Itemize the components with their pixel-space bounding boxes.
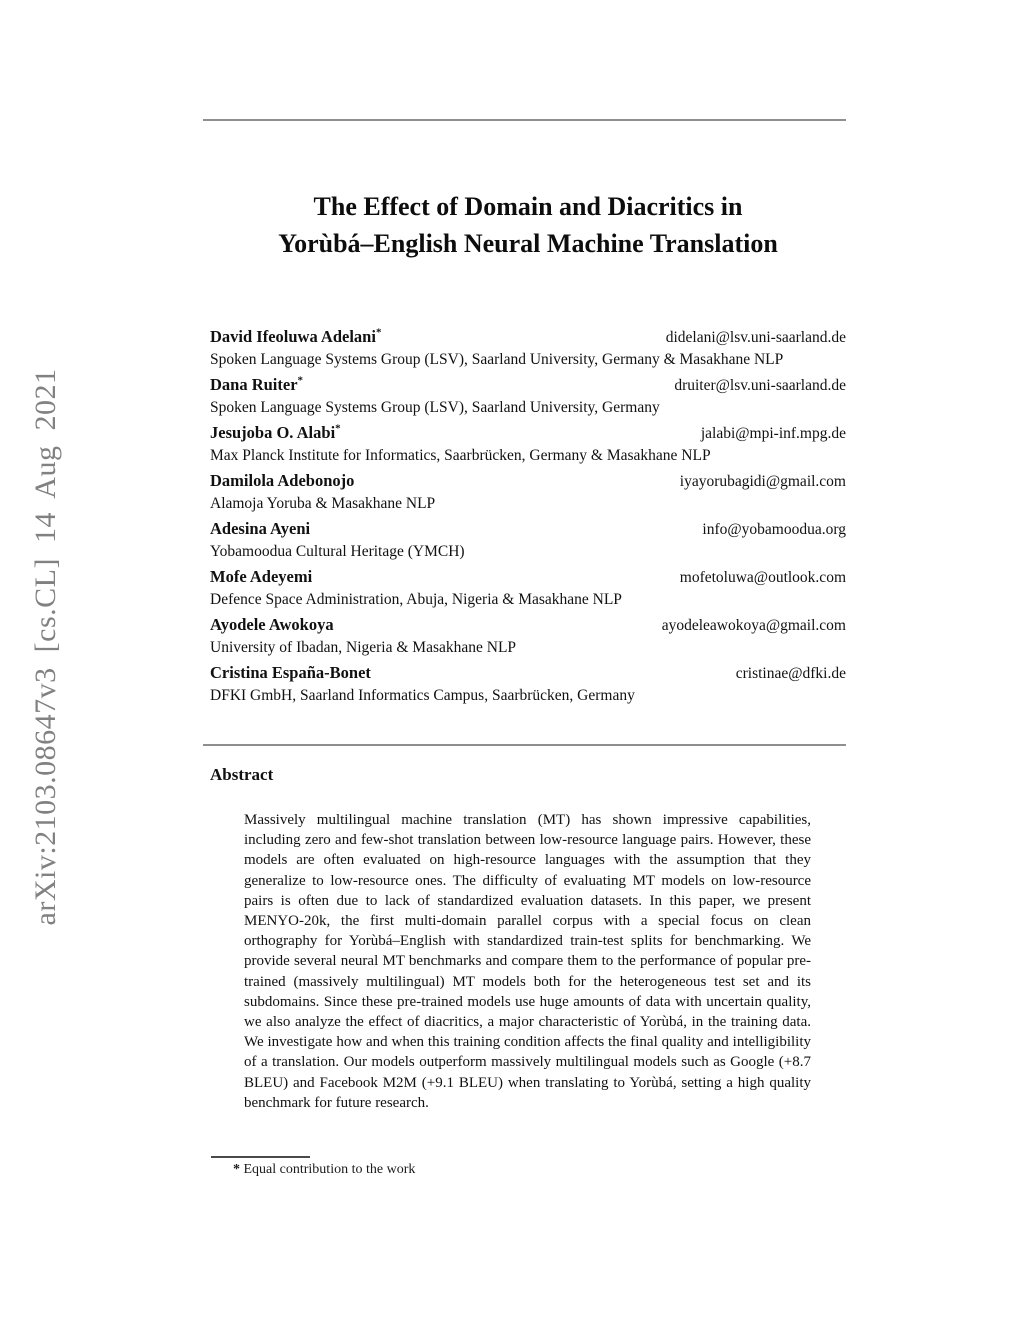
footnote-mark: * bbox=[233, 1162, 240, 1177]
author-name-text: Ayodele Awokoya bbox=[210, 615, 334, 634]
author-row: Cristina España-Bonet cristinae@dfki.de bbox=[210, 663, 846, 684]
author-name-text: Adesina Ayeni bbox=[210, 519, 311, 538]
author-email: druiter@lsv.uni-saarland.de bbox=[674, 377, 846, 394]
author-block: David Ifeoluwa Adelani* didelani@lsv.uni… bbox=[210, 327, 846, 368]
author-name: Dana Ruiter* bbox=[210, 375, 303, 395]
author-email: ayodeleawokoya@gmail.com bbox=[661, 617, 846, 634]
abstract-heading: Abstract bbox=[210, 765, 274, 784]
equal-contribution-mark: * bbox=[297, 374, 304, 387]
title-line-1: The Effect of Domain and Diacritics in bbox=[313, 192, 743, 221]
author-name-text: Mofe Adeyemi bbox=[210, 567, 313, 586]
author-affiliation: Yobamoodua Cultural Heritage (YMCH) bbox=[210, 543, 465, 560]
author-row: Adesina Ayeni info@yobamoodua.org bbox=[210, 519, 846, 540]
paper-title: The Effect of Domain and Diacritics in Y… bbox=[210, 188, 846, 262]
author-email: iyayorubagidi@gmail.com bbox=[679, 473, 846, 490]
author-name: Adesina Ayeni bbox=[210, 519, 310, 539]
author-row: David Ifeoluwa Adelani* didelani@lsv.uni… bbox=[210, 327, 846, 348]
equal-contribution-mark: * bbox=[375, 326, 382, 339]
author-block: Cristina España-Bonet cristinae@dfki.de … bbox=[210, 663, 846, 704]
author-list: David Ifeoluwa Adelani* didelani@lsv.uni… bbox=[210, 327, 846, 711]
footnote: * Equal contribution to the work bbox=[233, 1162, 415, 1178]
author-affiliation: University of Ibadan, Nigeria & Masakhan… bbox=[210, 639, 517, 656]
author-name: Cristina España-Bonet bbox=[210, 663, 371, 683]
abstract-rule bbox=[203, 744, 846, 746]
author-affiliation: Spoken Language Systems Group (LSV), Saa… bbox=[210, 399, 660, 416]
author-email: cristinae@dfki.de bbox=[735, 665, 846, 682]
author-name: Damilola Adebonojo bbox=[210, 471, 354, 491]
author-affiliation: Defence Space Administration, Abuja, Nig… bbox=[210, 591, 622, 608]
equal-contribution-mark: * bbox=[335, 422, 341, 435]
author-name-text: David Ifeoluwa Adelani bbox=[210, 327, 376, 346]
author-name-text: Cristina España-Bonet bbox=[210, 663, 371, 682]
author-affiliation: Max Planck Institute for Informatics, Sa… bbox=[210, 447, 711, 464]
author-affiliation: DFKI GmbH, Saarland Informatics Campus, … bbox=[210, 687, 635, 704]
author-email: jalabi@mpi-inf.mpg.de bbox=[700, 425, 846, 442]
author-email: mofetoluwa@outlook.com bbox=[679, 569, 846, 586]
author-affiliation: Alamoja Yoruba & Masakhane NLP bbox=[210, 495, 436, 512]
author-block: Jesujoba O. Alabi* jalabi@mpi-inf.mpg.de… bbox=[210, 423, 846, 464]
author-row: Dana Ruiter* druiter@lsv.uni-saarland.de bbox=[210, 375, 846, 396]
author-name-text: Jesujoba O. Alabi bbox=[210, 423, 336, 442]
author-block: Mofe Adeyemi mofetoluwa@outlook.com Defe… bbox=[210, 567, 846, 608]
arxiv-stamp: arXiv:2103.08647v3 [cs.CL] 14 Aug 2021 bbox=[29, 368, 62, 926]
footnote-text: Equal contribution to the work bbox=[243, 1162, 416, 1177]
author-name-text: Dana Ruiter bbox=[210, 375, 298, 394]
top-rule bbox=[203, 119, 846, 121]
author-block: Dana Ruiter* druiter@lsv.uni-saarland.de… bbox=[210, 375, 846, 416]
abstract-text: Massively multilingual machine translati… bbox=[244, 812, 811, 1111]
author-block: Ayodele Awokoya ayodeleawokoya@gmail.com… bbox=[210, 615, 846, 656]
author-row: Jesujoba O. Alabi* jalabi@mpi-inf.mpg.de bbox=[210, 423, 846, 444]
author-name: Mofe Adeyemi bbox=[210, 567, 312, 587]
author-block: Adesina Ayeni info@yobamoodua.org Yobamo… bbox=[210, 519, 846, 560]
author-email: info@yobamoodua.org bbox=[702, 521, 846, 538]
author-row: Damilola Adebonojo iyayorubagidi@gmail.c… bbox=[210, 471, 846, 492]
author-email: didelani@lsv.uni-saarland.de bbox=[665, 329, 846, 346]
title-line-2: Yorùbá–English Neural Machine Translatio… bbox=[278, 229, 778, 258]
author-row: Mofe Adeyemi mofetoluwa@outlook.com bbox=[210, 567, 846, 588]
footnote-rule bbox=[211, 1156, 310, 1158]
author-affiliation: Spoken Language Systems Group (LSV), Saa… bbox=[210, 351, 784, 368]
author-name: Jesujoba O. Alabi* bbox=[210, 423, 341, 443]
author-name-text: Damilola Adebonojo bbox=[210, 471, 355, 490]
author-block: Damilola Adebonojo iyayorubagidi@gmail.c… bbox=[210, 471, 846, 512]
author-name: David Ifeoluwa Adelani* bbox=[210, 327, 381, 347]
author-name: Ayodele Awokoya bbox=[210, 615, 334, 635]
author-row: Ayodele Awokoya ayodeleawokoya@gmail.com bbox=[210, 615, 846, 636]
